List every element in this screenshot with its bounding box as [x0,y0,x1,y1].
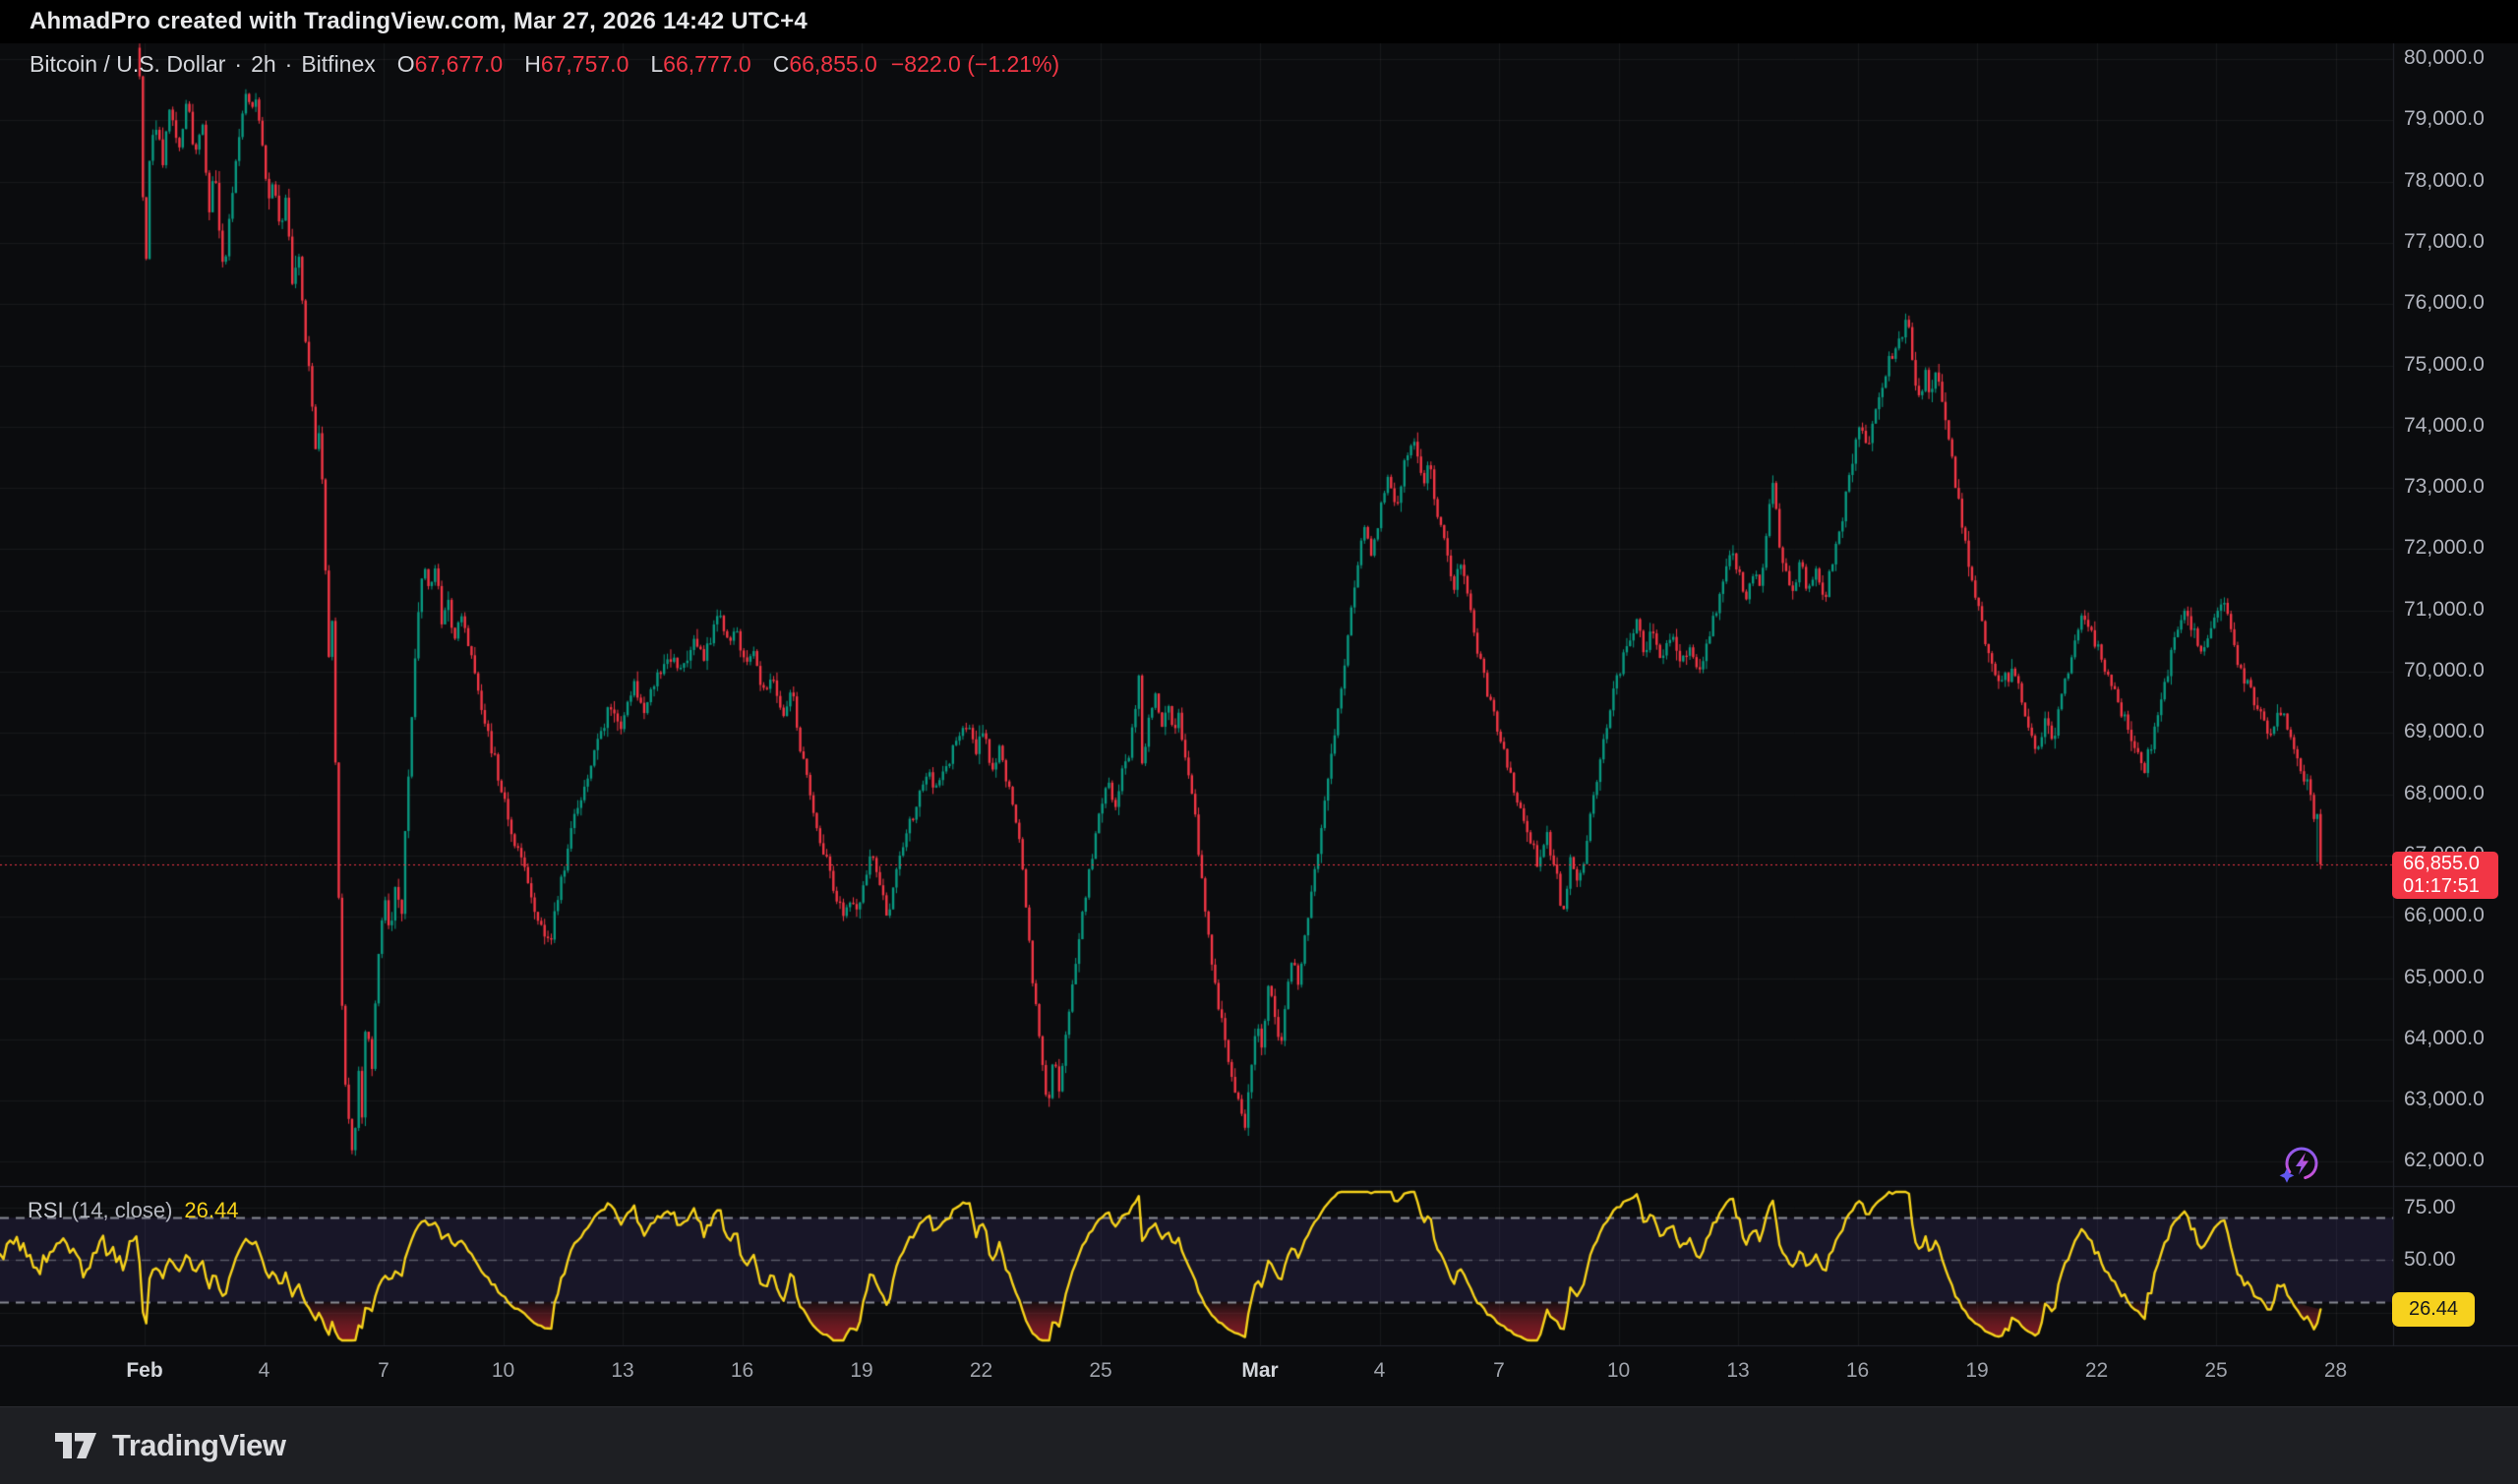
price-scale-label: 75,000.0 [2404,353,2485,377]
exchange-label: Bitfinex [301,51,375,77]
rsi-title[interactable]: RSI [28,1198,64,1222]
time-scale-label: 25 [2204,1359,2227,1383]
low-group: L66,777.0 [650,51,750,77]
price-scale-label: 76,000.0 [2404,291,2485,315]
time-scale-label: 19 [1965,1359,1988,1383]
time-scale-label: 4 [259,1359,270,1383]
rsi-value: 26.44 [184,1198,238,1222]
price-scale-label: 73,000.0 [2404,475,2485,499]
price-scale-label: 64,000.0 [2404,1027,2485,1050]
price-scale-label: 74,000.0 [2404,414,2485,438]
price-scale-label: 79,000.0 [2404,107,2485,131]
price-scale-label: 71,000.0 [2404,598,2485,622]
time-scale-label: 4 [1374,1359,1386,1383]
price-scale-label: 80,000.0 [2404,46,2485,70]
time-scale-label: 16 [1846,1359,1869,1383]
rsi-scale-label: 50.00 [2404,1248,2456,1272]
time-scale-label: 19 [850,1359,872,1383]
close-group: C66,855.0 [773,51,877,77]
time-scale-label: 10 [492,1359,514,1383]
time-scale-month-label: Feb [126,1359,162,1383]
chart-canvas[interactable] [0,0,2518,1484]
rsi-badge: 26.44 [2392,1292,2475,1327]
attribution-text: AhmadPro created with TradingView.com, M… [30,8,808,35]
price-scale-label: 77,000.0 [2404,230,2485,254]
low-value: 66,777.0 [663,51,751,77]
rsi-scale-label: 75.00 [2404,1196,2456,1219]
time-scale-label: 13 [611,1359,633,1383]
interval-label[interactable]: 2h [251,51,276,77]
footer-bar: TradingView [0,1406,2518,1484]
time-scale-month-label: Mar [1241,1359,1278,1383]
close-value: 66,855.0 [789,51,877,77]
price-scale-label: 78,000.0 [2404,169,2485,193]
price-scale-label: 65,000.0 [2404,966,2485,989]
time-scale-label: 10 [1607,1359,1630,1383]
price-badge: 66,855.0 01:17:51 [2392,852,2498,899]
header-bar: AhmadPro created with TradingView.com, M… [0,0,2518,43]
time-scale-label: 7 [378,1359,390,1383]
high-group: H67,757.0 [524,51,629,77]
price-scale-label: 68,000.0 [2404,782,2485,805]
close-label: C [773,51,790,77]
high-label: H [524,51,541,77]
price-scale-label: 70,000.0 [2404,659,2485,683]
tradingview-logo-text: TradingView [112,1428,286,1463]
legend-separator: · [234,51,242,77]
spark-icon[interactable] [2274,1141,2325,1192]
price-scale-label: 62,000.0 [2404,1149,2485,1172]
price-scale-label: 69,000.0 [2404,720,2485,743]
price-scale-label: 72,000.0 [2404,536,2485,560]
rsi-params: (14, close) [72,1198,173,1222]
price-scale-label: 63,000.0 [2404,1088,2485,1111]
symbol-legend: Bitcoin / U.S. Dollar · 2h · Bitfinex O67,677… [30,51,1059,81]
open-value: 67,677.0 [415,51,504,77]
low-label: L [650,51,663,77]
tradingview-chart-snapshot: AhmadPro created with TradingView.com, M… [0,0,2518,1484]
tradingview-logo[interactable]: TradingView [53,1425,286,1466]
time-scale-label: 13 [1726,1359,1749,1383]
spark-lightning-icon [2274,1141,2325,1192]
price-badge-value: 66,855.0 [2403,853,2498,875]
time-scale-label: 22 [970,1359,992,1383]
time-scale-label: 25 [1089,1359,1111,1383]
time-scale-label: 7 [1493,1359,1505,1383]
tradingview-logo-icon [53,1425,98,1466]
price-scale-label: 66,000.0 [2404,904,2485,927]
open-label: O [397,51,415,77]
change-value: −822.0 (−1.21%) [891,51,1059,77]
high-value: 67,757.0 [541,51,630,77]
legend-separator: · [285,51,293,77]
time-scale-label: 22 [2085,1359,2108,1383]
open-group: O67,677.0 [397,51,503,77]
symbol-title[interactable]: Bitcoin / U.S. Dollar [30,51,225,77]
time-scale-label: 28 [2324,1359,2347,1383]
rsi-legend: RSI (14, close) 26.44 [28,1198,238,1223]
time-scale-label: 16 [731,1359,753,1383]
price-badge-countdown: 01:17:51 [2403,875,2498,898]
